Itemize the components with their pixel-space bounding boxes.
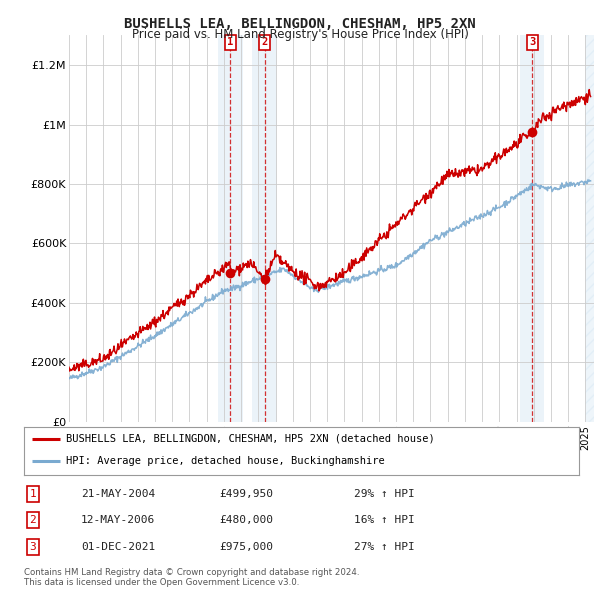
Text: £975,000: £975,000	[219, 542, 273, 552]
Text: Contains HM Land Registry data © Crown copyright and database right 2024.
This d: Contains HM Land Registry data © Crown c…	[24, 568, 359, 587]
Text: 12-MAY-2006: 12-MAY-2006	[81, 516, 155, 525]
Text: 1: 1	[29, 489, 37, 499]
Text: 27% ↑ HPI: 27% ↑ HPI	[354, 542, 415, 552]
Text: Price paid vs. HM Land Registry's House Price Index (HPI): Price paid vs. HM Land Registry's House …	[131, 28, 469, 41]
Text: 1: 1	[227, 37, 233, 47]
Text: 2: 2	[29, 516, 37, 525]
Text: 16% ↑ HPI: 16% ↑ HPI	[354, 516, 415, 525]
Text: 21-MAY-2004: 21-MAY-2004	[81, 489, 155, 499]
Text: 29% ↑ HPI: 29% ↑ HPI	[354, 489, 415, 499]
Text: HPI: Average price, detached house, Buckinghamshire: HPI: Average price, detached house, Buck…	[65, 457, 385, 467]
Text: 3: 3	[29, 542, 37, 552]
Text: 2: 2	[262, 37, 268, 47]
Bar	[218, 35, 242, 422]
Text: 01-DEC-2021: 01-DEC-2021	[81, 542, 155, 552]
Text: BUSHELLS LEA, BELLINGDON, CHESHAM, HP5 2XN: BUSHELLS LEA, BELLINGDON, CHESHAM, HP5 2…	[124, 17, 476, 31]
Text: £480,000: £480,000	[219, 516, 273, 525]
Bar	[520, 35, 544, 422]
Text: BUSHELLS LEA, BELLINGDON, CHESHAM, HP5 2XN (detached house): BUSHELLS LEA, BELLINGDON, CHESHAM, HP5 2…	[65, 434, 434, 444]
Bar	[253, 35, 277, 422]
Text: £499,950: £499,950	[219, 489, 273, 499]
Bar	[586, 35, 594, 422]
Text: 3: 3	[529, 37, 536, 47]
